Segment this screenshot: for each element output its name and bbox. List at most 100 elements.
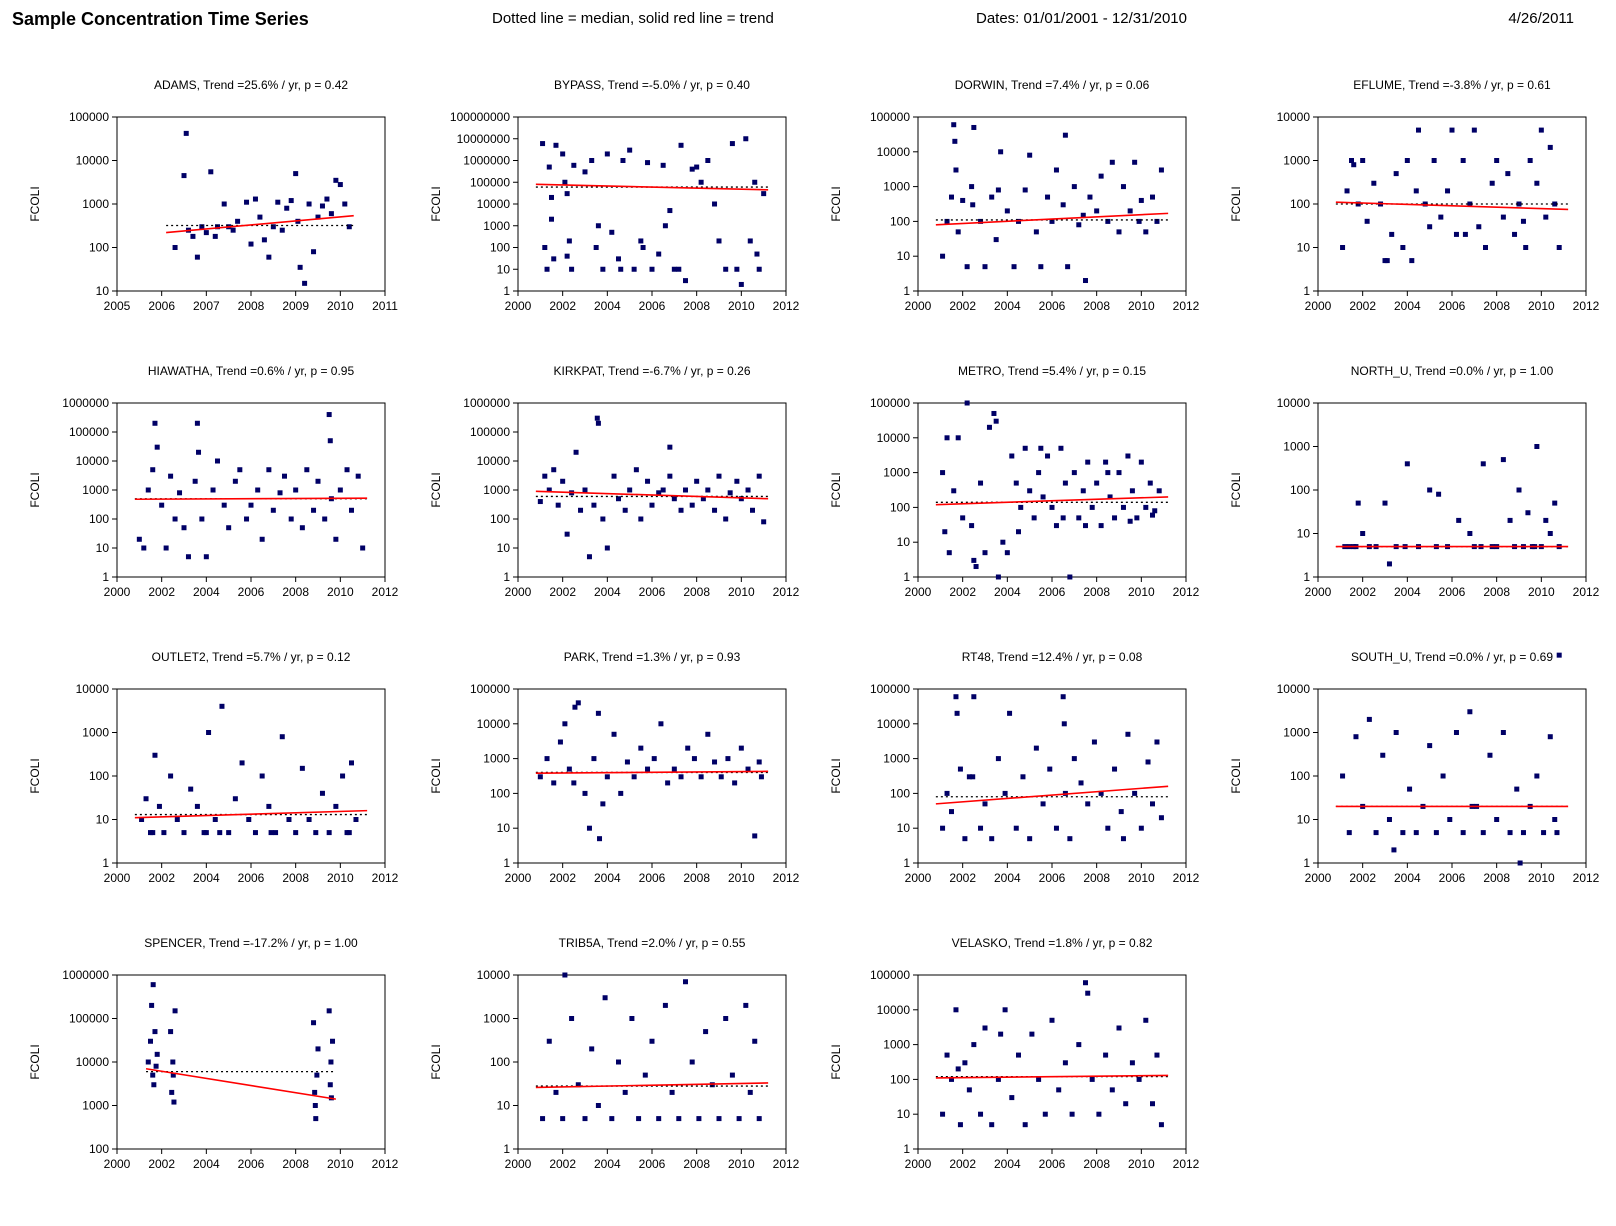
data-point: [1078, 780, 1084, 786]
data-point: [589, 1046, 595, 1052]
x-tick-label: 2008: [683, 871, 710, 885]
y-tick-label: 10: [497, 262, 511, 276]
chart-park: PARK, Trend =1.3% / yr, p = 0.93 FCOLI 200…: [429, 650, 800, 885]
data-point: [302, 280, 308, 286]
x-tick-label: 2000: [1305, 871, 1332, 885]
y-tick-label: 1000: [883, 466, 910, 480]
data-point: [293, 830, 299, 836]
plot-frame: [517, 974, 787, 1150]
data-point: [756, 473, 762, 479]
y-axis-label: FCOLI: [829, 758, 843, 793]
y-tick-label: 10: [96, 284, 110, 298]
y-tick-label: 100000: [870, 968, 910, 982]
x-tick-label: 2004: [1394, 871, 1421, 885]
y-tick-label: 10000: [76, 1055, 110, 1069]
data-point: [1156, 488, 1162, 494]
data-point: [266, 467, 272, 473]
y-tick-label: 10000: [477, 717, 511, 731]
data-point: [1029, 1031, 1035, 1037]
data-point: [982, 264, 988, 270]
data-point: [1120, 504, 1126, 510]
data-point: [190, 233, 196, 239]
y-tick-label: 100: [1290, 769, 1310, 783]
data-point: [1386, 817, 1392, 822]
data-point: [171, 1099, 177, 1105]
data-point: [1360, 531, 1366, 536]
data-point: [154, 444, 160, 450]
data-point: [698, 179, 704, 185]
x-tick-label: 2012: [1173, 871, 1200, 885]
data-point: [678, 142, 684, 148]
x-tick-label: 2006: [1439, 871, 1466, 885]
data-point: [248, 502, 254, 508]
data-point: [1062, 1060, 1068, 1066]
y-tick-label: 10000: [1277, 396, 1311, 410]
data-point: [1547, 531, 1553, 536]
data-point: [638, 745, 644, 751]
y-tick-label: 100: [890, 500, 910, 514]
data-point: [319, 203, 325, 209]
data-point: [1489, 180, 1495, 186]
data-point: [1150, 194, 1155, 200]
x-tick-label: 2006: [1039, 585, 1066, 599]
data-point: [1018, 504, 1024, 510]
data-point: [1129, 1060, 1135, 1066]
data-point: [955, 229, 961, 235]
y-axis-label: FCOLI: [429, 186, 443, 221]
data-point: [169, 1089, 175, 1095]
x-tick-label: 2002: [1349, 871, 1376, 885]
data-point: [1391, 847, 1397, 853]
data-point: [1016, 529, 1021, 535]
plot-frame: [517, 688, 787, 864]
y-tick-label: 1000: [883, 1038, 910, 1052]
data-point: [1547, 734, 1553, 740]
data-point: [1109, 159, 1115, 165]
x-tick-label: 2012: [372, 1157, 399, 1171]
data-point: [1089, 504, 1095, 510]
data-point: [255, 487, 261, 493]
data-point: [326, 830, 332, 836]
data-point: [555, 502, 561, 508]
data-point: [562, 721, 568, 727]
y-tick-label: 1: [503, 1142, 510, 1156]
y-tick-label: 10000: [877, 1003, 911, 1017]
data-point: [342, 201, 348, 207]
data-point: [1116, 470, 1122, 476]
y-tick-label: 100: [89, 769, 109, 783]
trend-line: [935, 1074, 1169, 1079]
data-point: [551, 780, 557, 786]
data-point: [259, 536, 265, 542]
x-tick-label: 2008: [1483, 871, 1510, 885]
x-tick-label: 2008: [1083, 585, 1110, 599]
data-point: [322, 516, 328, 522]
data-point: [1085, 801, 1091, 807]
data-point: [163, 545, 169, 551]
chart-title: RT48, Trend =12.4% / yr, p = 0.08: [962, 650, 1143, 664]
x-tick-label: 2004: [1394, 299, 1421, 313]
data-point: [333, 177, 339, 183]
data-point: [150, 1072, 156, 1078]
data-point: [542, 473, 548, 479]
data-point: [595, 223, 601, 229]
data-point: [747, 238, 753, 244]
data-point: [683, 278, 688, 284]
x-tick-label: 2000: [905, 871, 932, 885]
data-point: [1438, 214, 1444, 220]
data-point: [1512, 231, 1518, 237]
data-point: [1138, 197, 1144, 203]
data-point: [196, 449, 202, 455]
data-point: [738, 496, 744, 502]
data-point: [1138, 459, 1144, 465]
trend-line: [535, 770, 769, 775]
data-point: [145, 487, 151, 493]
data-point: [944, 1052, 950, 1058]
x-tick-label: 2008: [683, 585, 710, 599]
data-point: [1120, 836, 1126, 842]
data-point: [150, 467, 156, 473]
data-point: [1534, 180, 1540, 186]
data-point: [1158, 167, 1164, 173]
y-axis-label: FCOLI: [28, 758, 42, 793]
data-point: [705, 731, 711, 737]
data-point: [745, 487, 751, 493]
data-point: [1364, 218, 1370, 224]
